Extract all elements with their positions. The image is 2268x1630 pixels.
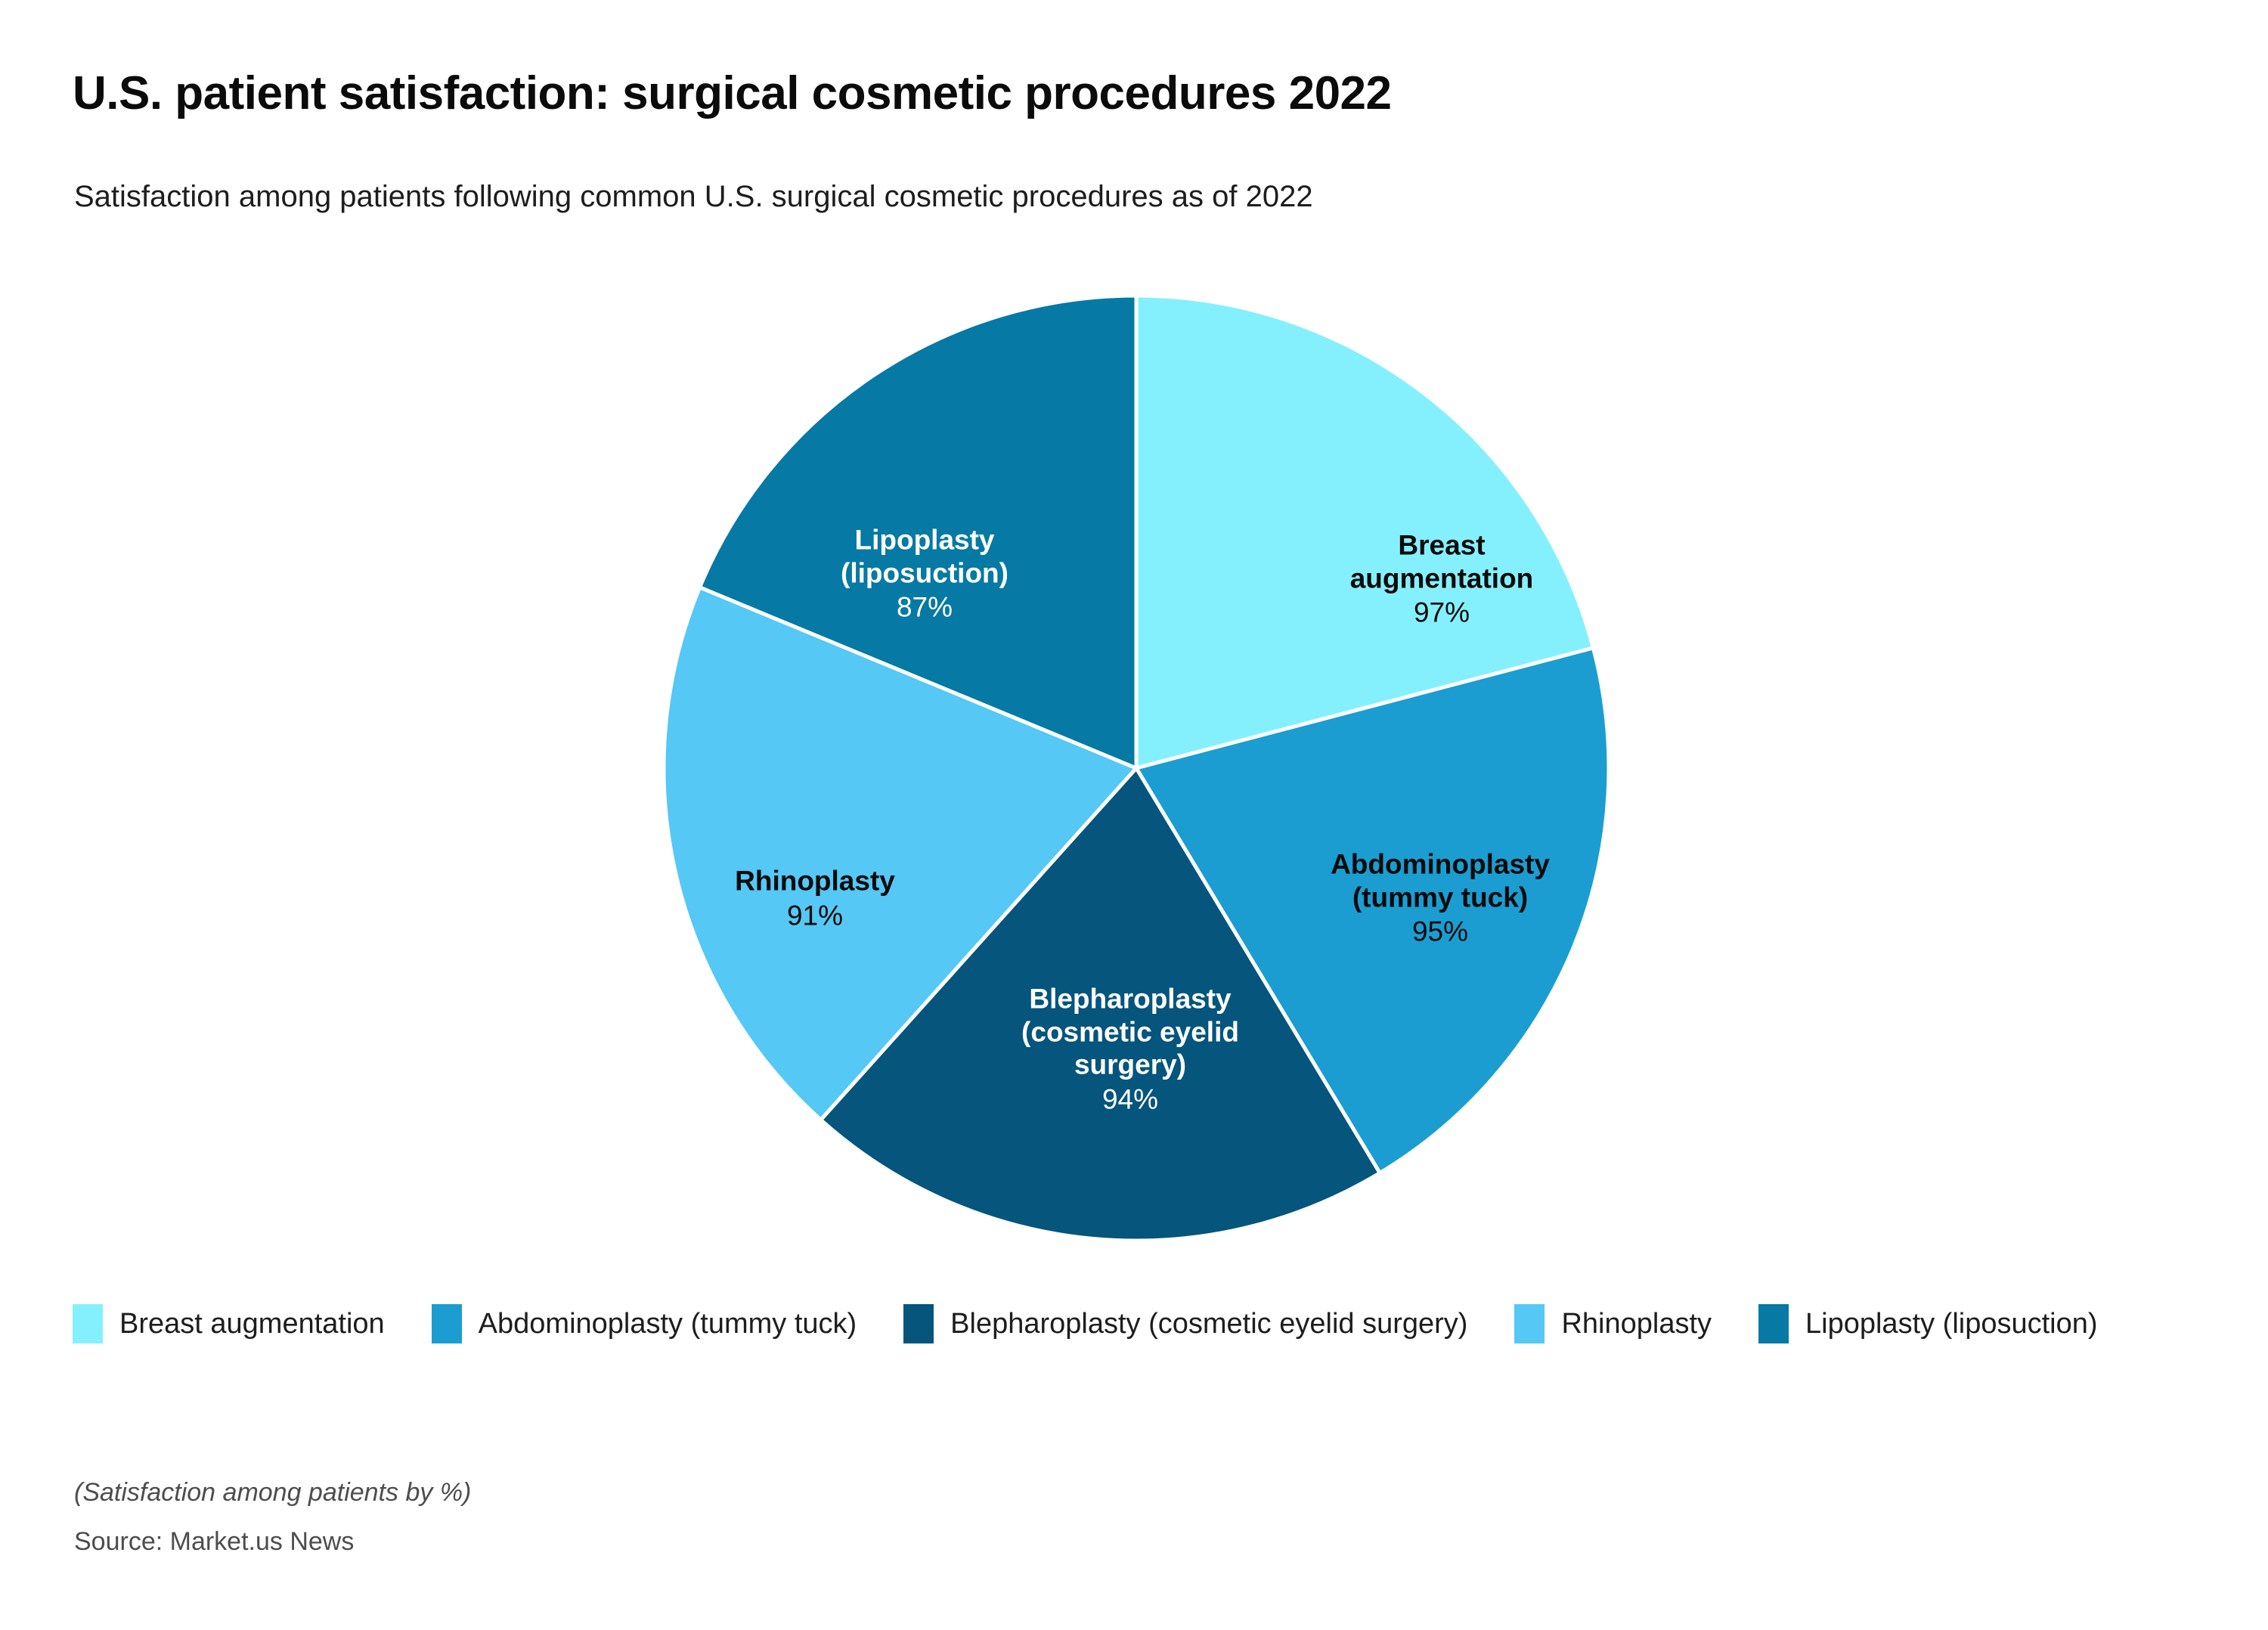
legend-item-label: Breast augmentation [119, 1307, 385, 1340]
legend-item-label: Lipoplasty (liposuction) [1805, 1307, 2098, 1340]
legend-item[interactable]: Blepharoplasty (cosmetic eyelid surgery) [903, 1302, 1467, 1346]
legend-swatch-icon [1514, 1304, 1545, 1343]
legend-item-label: Rhinoplasty [1561, 1307, 1712, 1340]
legend-swatch-icon [1758, 1304, 1789, 1343]
chart-subtitle: Satisfaction among patients following co… [74, 180, 1313, 213]
legend-item[interactable]: Breast augmentation [73, 1302, 385, 1346]
legend-item[interactable]: Lipoplasty (liposuction) [1758, 1302, 2098, 1346]
legend-item[interactable]: Abdominoplasty (tummy tuck) [431, 1302, 857, 1346]
pie-slice[interactable] [819, 766, 1382, 1243]
legend-swatch-icon [73, 1304, 103, 1343]
footer: (Satisfaction among patients by %) Sourc… [74, 1478, 471, 1557]
page-title: U.S. patient satisfaction: surgical cosm… [73, 67, 1392, 119]
legend: Breast augmentation Abdominoplasty (tummy… [73, 1302, 2204, 1346]
pie-chart: Breast augmentation 97% Abdominoplasty (tu… [662, 293, 1611, 1243]
pie-slice[interactable] [1134, 646, 1611, 1176]
legend-swatch-icon [903, 1304, 934, 1343]
footer-source: Source: Market.us News [74, 1527, 355, 1556]
legend-item[interactable]: Rhinoplasty [1514, 1302, 1712, 1346]
legend-item-label: Blepharoplasty (cosmetic eyelid surgery) [950, 1307, 1468, 1340]
pie-slice[interactable] [698, 293, 1139, 770]
pie-svg [662, 293, 1611, 1243]
pie-slice-group [662, 293, 1611, 1243]
legend-item-label: Abdominoplasty (tummy tuck) [478, 1307, 857, 1340]
legend-swatch-icon [431, 1304, 462, 1343]
pie-slice[interactable] [1134, 293, 1595, 770]
footer-note: (Satisfaction among patients by %) [74, 1478, 472, 1507]
